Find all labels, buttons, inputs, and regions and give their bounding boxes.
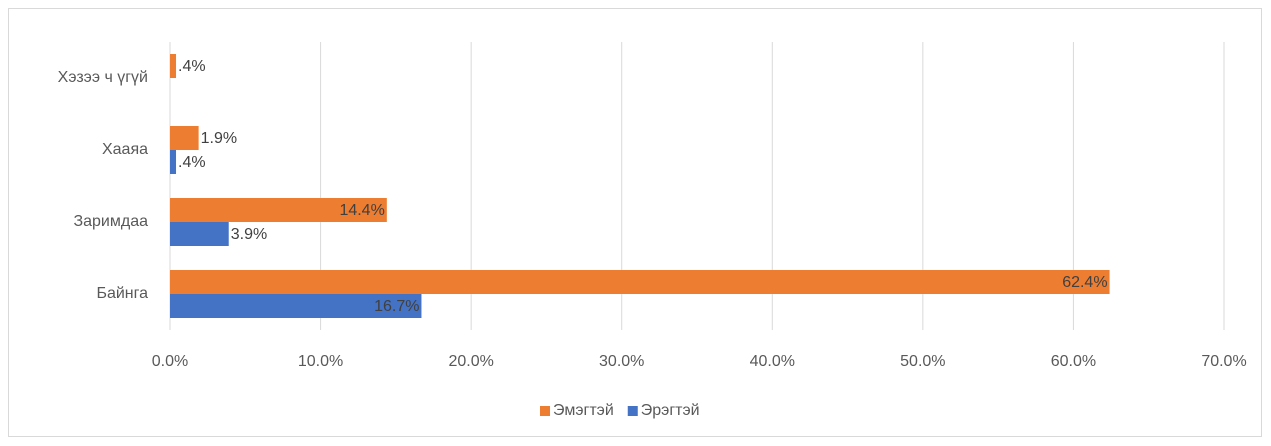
y-tick-label: Хааяа <box>102 141 148 158</box>
y-tick-label: Хэзээ ч үгүй <box>58 69 148 86</box>
legend-swatch <box>540 406 550 416</box>
x-tick-label: 30.0% <box>599 353 644 370</box>
bar <box>170 126 199 150</box>
x-tick-label: 20.0% <box>448 353 493 370</box>
legend-label: Эрэгтэй <box>641 402 700 419</box>
x-tick-label: 50.0% <box>900 353 945 370</box>
bar <box>170 150 177 174</box>
x-tick-label: 40.0% <box>750 353 795 370</box>
data-label: 16.7% <box>374 298 419 315</box>
bar <box>170 222 229 246</box>
x-tick-label: 70.0% <box>1201 353 1246 370</box>
y-tick-label: Заримдаа <box>73 213 148 230</box>
legend-label: Эмэгтэй <box>553 402 614 419</box>
bar <box>170 294 422 318</box>
x-tick-label: 60.0% <box>1051 353 1096 370</box>
y-tick-label: Байнга <box>96 285 148 302</box>
data-label: .4% <box>178 154 206 171</box>
data-label: 62.4% <box>1062 274 1107 291</box>
bar <box>170 198 387 222</box>
bar <box>170 54 177 78</box>
data-label: 3.9% <box>231 226 267 243</box>
bar <box>170 270 1110 294</box>
legend-swatch <box>627 406 638 416</box>
x-tick-label: 0.0% <box>152 353 188 370</box>
data-label: 14.4% <box>339 202 384 219</box>
x-tick-label: 10.0% <box>298 353 343 370</box>
data-label: .4% <box>178 58 206 75</box>
data-label: 1.9% <box>201 130 237 147</box>
